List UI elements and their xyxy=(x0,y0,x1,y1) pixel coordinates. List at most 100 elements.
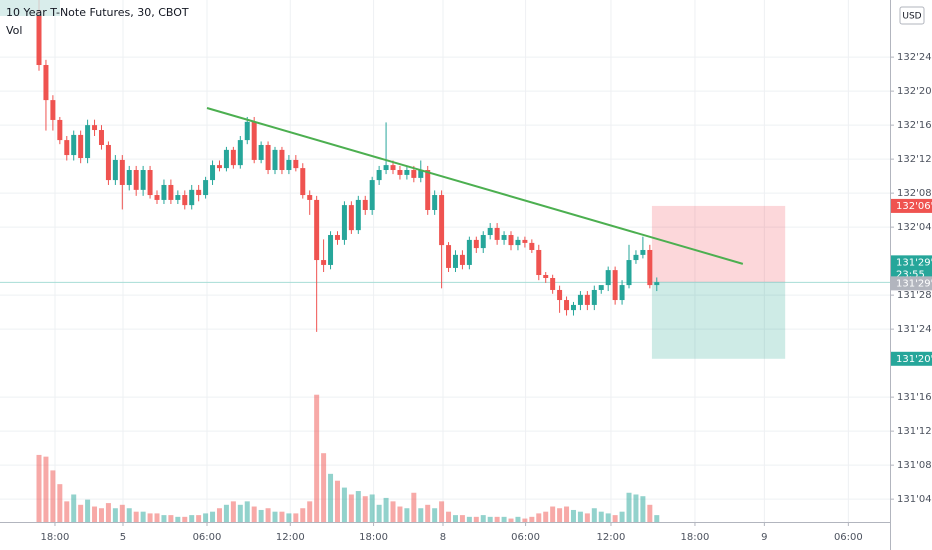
candle-body xyxy=(57,119,63,141)
candle-body xyxy=(210,165,216,181)
price-label-bg xyxy=(891,276,932,291)
volume-bar xyxy=(626,492,632,522)
candle-body xyxy=(577,294,583,305)
volume-bar xyxy=(446,511,452,522)
volume-bar xyxy=(216,508,222,522)
volume-bar xyxy=(439,501,445,522)
volume-bar xyxy=(265,508,271,522)
volume-bar xyxy=(550,506,556,522)
candle-body xyxy=(404,170,410,175)
volume-bar xyxy=(459,515,465,522)
volume-bar xyxy=(286,513,292,522)
candle-body xyxy=(390,165,396,171)
y-tick-label: 132'12'0 xyxy=(897,154,932,165)
candle-body xyxy=(459,254,465,265)
candle-body xyxy=(522,239,528,243)
volume-bar xyxy=(564,506,570,522)
candle-body xyxy=(598,285,604,290)
x-tick-label: 5 xyxy=(120,532,126,543)
candle-body xyxy=(112,159,118,181)
volume-bar xyxy=(307,501,313,522)
candle-body xyxy=(529,242,535,250)
volume-bar xyxy=(161,515,167,522)
candle-body xyxy=(411,170,417,178)
volume-bar xyxy=(654,515,660,522)
chart-title: 10 Year T-Note Futures, 30, CBOT xyxy=(6,6,189,19)
candle-body xyxy=(237,140,243,166)
trendline xyxy=(206,107,744,265)
currency-badge[interactable] xyxy=(899,6,925,25)
candle-body xyxy=(348,205,354,231)
candle-body xyxy=(272,149,278,171)
volume-bar xyxy=(501,516,507,522)
candle-body xyxy=(626,260,632,286)
candle-body xyxy=(439,195,445,246)
volume-bar xyxy=(494,516,500,522)
candle-body xyxy=(307,195,313,200)
candle-body xyxy=(550,278,556,290)
candle-body xyxy=(341,205,347,240)
volume-bar xyxy=(425,504,431,522)
volume-bar xyxy=(43,456,49,522)
volume-bar xyxy=(557,508,563,522)
y-tick-label: 132'08'0 xyxy=(897,188,932,199)
candle-body xyxy=(98,130,104,145)
candle-body xyxy=(182,195,188,206)
price-label-bg xyxy=(891,198,932,213)
candle-body xyxy=(334,235,340,240)
volume-bar xyxy=(223,504,229,522)
candle-body xyxy=(78,134,84,159)
x-tick-label: 9 xyxy=(761,532,767,543)
volume-bar xyxy=(362,496,368,522)
x-tick-label: 18:00 xyxy=(681,532,710,543)
y-tick-label: 132'16'0 xyxy=(897,120,932,131)
price-label: 131'29'5 xyxy=(896,278,932,289)
volume-bar xyxy=(404,508,410,522)
candle-body xyxy=(258,144,264,160)
candle-body xyxy=(536,249,542,276)
candle-body xyxy=(293,159,299,169)
volume-bar xyxy=(619,511,625,522)
volume-bar xyxy=(36,454,42,522)
candle-body xyxy=(265,144,271,171)
volume-bar xyxy=(355,491,361,522)
target-zone xyxy=(651,282,786,359)
volume-bar xyxy=(168,515,174,522)
candle-body xyxy=(473,239,479,249)
volume-bar xyxy=(92,506,98,522)
volume-bar xyxy=(203,513,209,522)
volume-bar xyxy=(293,513,299,522)
volume-bar xyxy=(584,513,590,522)
volume-bar xyxy=(640,496,646,522)
volume-bar xyxy=(50,470,56,522)
x-tick-label: 18:00 xyxy=(359,532,388,543)
volume-bar xyxy=(570,509,576,522)
candle-body xyxy=(446,245,452,268)
price-label: 131'20'5 xyxy=(896,354,932,365)
candle-body xyxy=(36,10,42,66)
x-tick-label: 06:00 xyxy=(834,532,863,543)
candle-body xyxy=(286,159,292,171)
volume-bar xyxy=(105,503,111,522)
candle-body xyxy=(140,170,146,190)
volume-layer xyxy=(36,394,660,522)
y-tick-label: 131'08'0 xyxy=(897,460,932,471)
candle-body xyxy=(43,65,49,101)
volume-bar xyxy=(98,508,104,522)
volume-bar xyxy=(452,515,458,522)
volume-bar xyxy=(230,501,236,522)
candle-body xyxy=(647,249,653,286)
volume-bar xyxy=(154,513,160,522)
volume-bar xyxy=(369,494,375,522)
candle-body xyxy=(383,165,389,171)
y-tick-label: 131'04'0 xyxy=(897,494,932,505)
candle-body xyxy=(50,100,56,120)
candle-body xyxy=(223,149,229,169)
volume-bar xyxy=(598,511,604,522)
volume-bar xyxy=(376,504,382,522)
candle-body xyxy=(279,149,285,171)
candle-body xyxy=(452,254,458,268)
volume-bar xyxy=(508,518,514,522)
